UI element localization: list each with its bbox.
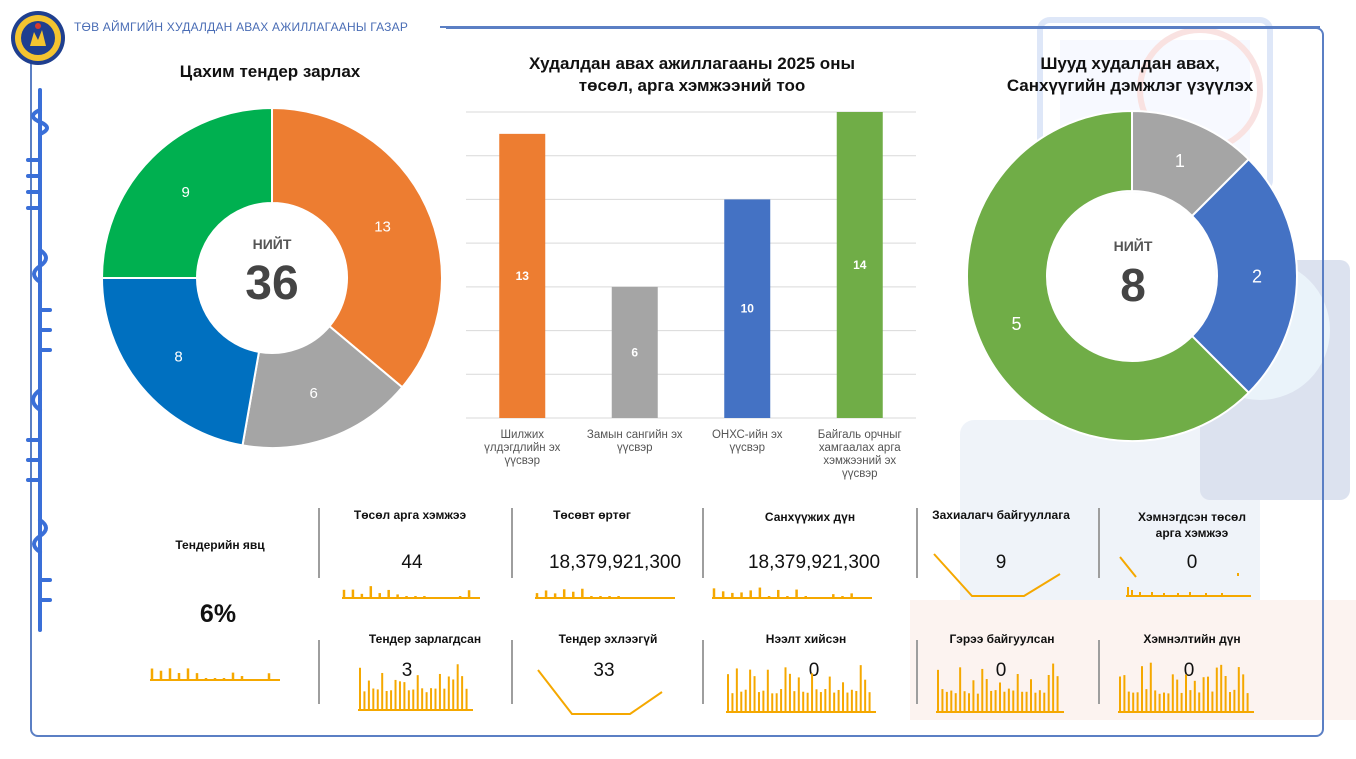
kpi-opened-sparkline xyxy=(726,665,876,713)
kpi-progress-value: 6% xyxy=(199,600,237,628)
kpi-divider xyxy=(1098,640,1100,704)
kpi-divider xyxy=(916,640,918,704)
kpi-limited-projects-value: 0 xyxy=(1186,552,1198,573)
state-emblem-icon xyxy=(11,11,65,65)
bar xyxy=(724,199,771,418)
tender-total-value: 36 xyxy=(245,257,299,310)
kpi-limited-projects-trendline xyxy=(1119,556,1251,597)
tender-donut-slice xyxy=(241,324,404,449)
kpi-estimated-cost-value: 18,379,921,300 xyxy=(548,552,682,573)
kpi-buyer-orgs-trendline xyxy=(933,553,1061,597)
tender-donut-slice-label: 6 xyxy=(310,385,318,402)
kpi-announced-label: Тендер зарлагдсан xyxy=(368,632,482,646)
kpi-savings-label: Хэмнэлтийн дүн xyxy=(1143,632,1241,646)
tender-donut-chart: 13 6 8 9 xyxy=(100,106,443,449)
direct-donut-chart: 1 2 5 xyxy=(966,109,1298,442)
tender-donut-slice-label: 9 xyxy=(182,184,190,201)
tender-donut-hole xyxy=(198,204,346,352)
kpi-divider xyxy=(702,508,704,578)
bar-category-label: үүсвэр xyxy=(842,468,878,480)
direct-donut-slice-label: 2 xyxy=(1252,266,1262,286)
frame-gap xyxy=(26,20,446,34)
direct-donut-hole xyxy=(1048,192,1216,360)
kpi-not-started-value: 33 xyxy=(593,660,615,681)
direct-donut-slice-label: 1 xyxy=(1175,151,1185,171)
kpi-divider xyxy=(702,640,704,704)
bar xyxy=(499,133,546,418)
tender-donut-slice xyxy=(271,106,443,389)
tender-total-label: НИЙТ xyxy=(252,236,292,252)
kpi-buyer-orgs-label: Захиалагч байгууллага xyxy=(932,508,1070,522)
bar-category-label: ОНХС-ийн эх xyxy=(712,429,783,441)
kpi-announced-sparkline xyxy=(358,664,473,711)
bar-chart-title-line2: төсөл, арга хэмжээний тоо xyxy=(578,76,806,95)
kpi-opened-label: Нээлт хийсэн xyxy=(765,632,847,646)
kpi-divider xyxy=(318,508,320,578)
kpi-project-count-sparkline xyxy=(342,586,480,599)
bar xyxy=(611,286,658,418)
kpi-divider xyxy=(511,640,513,704)
bar-value-label: 14 xyxy=(853,258,867,272)
bar-category-label: үүсвэр xyxy=(617,442,653,454)
direct-total-value: 8 xyxy=(1120,259,1146,311)
bar-category-label: хамгаалах арга xyxy=(819,442,901,454)
bar-chart-title-line1: Худалдан авах ажиллагааны 2025 оны xyxy=(529,54,855,73)
kpi-divider xyxy=(1098,508,1100,578)
kpi-divider xyxy=(511,508,513,578)
kpi-project-count-value: 44 xyxy=(401,552,423,573)
direct-donut-slice xyxy=(966,109,1251,442)
bar xyxy=(836,112,883,418)
kpi-divider xyxy=(318,640,320,704)
kpi-limited-projects-label-line2: арга хэмжээ xyxy=(1155,526,1229,540)
bar-value-label: 6 xyxy=(631,345,638,359)
kpi-estimated-cost-label: Төсөвт өртөг xyxy=(553,508,631,522)
tender-donut-slice-label: 8 xyxy=(174,349,182,366)
direct-chart-title-line1: Шууд худалдан авах, xyxy=(1040,54,1220,73)
kpi-savings-sparkline xyxy=(1118,662,1254,713)
kpi-contracted-label: Гэрээ байгуулсан xyxy=(949,632,1055,646)
kpi-estimated-cost-sparkline xyxy=(535,588,675,599)
kpi-progress-sparkline xyxy=(150,668,280,681)
kpi-opened-value: 0 xyxy=(808,660,820,681)
kpi-financing-value: 18,379,921,300 xyxy=(747,552,881,573)
kpi-limited-projects-label-line1: Хэмнэгдсэн төсөл xyxy=(1138,510,1246,524)
bar-category-label: Замын сангийн эх xyxy=(587,429,683,441)
bar-value-label: 13 xyxy=(516,269,530,283)
kpi-divider xyxy=(916,508,918,578)
kpi-financing-sparkline xyxy=(712,587,872,599)
org-title: ТӨВ АЙМГИЙН ХУДАЛДАН АВАХ АЖИЛЛАГААНЫ ГА… xyxy=(74,20,409,34)
direct-chart-title-line2: Санхүүгийн дэмжлэг үзүүлэх xyxy=(1006,76,1254,95)
tender-donut-slice-label: 13 xyxy=(374,219,391,236)
bar-category-label: үүсвэр xyxy=(504,455,540,467)
kpi-buyer-orgs-value: 9 xyxy=(995,552,1007,573)
kpi-progress-label: Тендерийн явц xyxy=(175,538,265,552)
bar-category-label: үлдэгдлийн эх xyxy=(484,442,560,454)
kpi-contracted-value: 0 xyxy=(995,660,1007,681)
direct-donut-slice xyxy=(1190,157,1298,395)
kpi-financing-label: Санхүүжих дүн xyxy=(764,510,856,524)
kpi-savings-value: 0 xyxy=(1183,660,1195,681)
kpi-contracted-sparkline xyxy=(936,663,1064,713)
header-rule xyxy=(440,26,1320,28)
bar-value-label: 10 xyxy=(741,302,755,316)
direct-total-label: НИЙТ xyxy=(1113,238,1153,254)
tender-donut-slice xyxy=(100,277,261,447)
kpi-not-started-trendline xyxy=(537,669,663,715)
kpi-project-count-label: Төсөл арга хэмжээ xyxy=(353,508,467,522)
kpi-not-started-label: Тендер эхлээгүй xyxy=(558,632,658,646)
direct-donut-slice-label: 5 xyxy=(1012,314,1022,334)
vertical-script-icon xyxy=(26,88,52,632)
bar-category-label: хэмжээний эх xyxy=(823,455,896,467)
bar-category-label: үүсвэр xyxy=(729,442,765,454)
tender-chart-title: Цахим тендер зарлах xyxy=(179,62,361,81)
kpi-announced-value: 3 xyxy=(401,660,413,681)
bar-category-label: Байгаль орчныг xyxy=(818,429,902,441)
tender-donut-slice xyxy=(100,106,273,279)
bar-category-label: Шилжих xyxy=(500,429,544,441)
content-frame xyxy=(30,27,1324,737)
